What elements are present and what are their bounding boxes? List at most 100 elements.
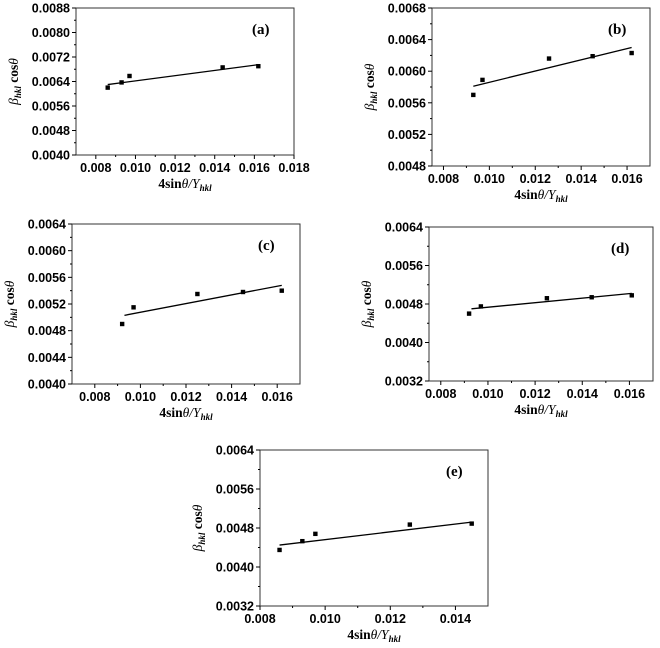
x-tick-label: 0.008 [80, 161, 111, 175]
x-tick-label: 0.010 [472, 387, 503, 401]
y-tick-label: 0.0064 [388, 33, 426, 47]
x-tick-label: 0.014 [566, 172, 597, 186]
data-point [546, 56, 552, 61]
x-tick-label: 0.012 [170, 390, 201, 404]
panel-label: (c) [258, 238, 275, 254]
y-tick-label: 0.0048 [216, 522, 254, 536]
x-tick-label: 0.008 [425, 387, 456, 401]
data-point [131, 305, 136, 310]
y-tick-label: 0.0040 [216, 561, 254, 575]
x-axis-label: 4sinθ/Yhkl [158, 176, 212, 193]
data-point [629, 50, 634, 56]
y-tick-label: 0.0060 [28, 244, 66, 258]
y-tick-label: 0.0056 [385, 259, 423, 273]
x-axis-label: 4sinθ/Yhkl [159, 405, 213, 422]
y-tick-label: 0.0088 [32, 2, 70, 16]
fit-line [124, 284, 282, 316]
y-tick-label: 0.0048 [385, 298, 423, 312]
data-point [277, 547, 282, 553]
data-point [544, 296, 550, 301]
data-point [469, 521, 474, 526]
x-tick-label: 0.014 [440, 612, 471, 626]
y-axis-label: βhkl cosθ [359, 280, 376, 328]
y-tick-label: 0.0068 [388, 2, 426, 16]
data-point [220, 65, 225, 70]
data-point [300, 538, 305, 544]
data-point [471, 92, 476, 98]
y-tick-label: 0.0060 [388, 65, 426, 79]
y-tick-label: 0.0032 [385, 375, 423, 389]
y-axis-label: βhkl cosθ [2, 280, 19, 328]
x-tick-label: 0.008 [79, 390, 110, 404]
y-tick-label: 0.0048 [32, 124, 70, 138]
x-tick-label: 0.016 [262, 390, 293, 404]
data-point [629, 293, 634, 298]
y-axis-label: βhkl cosθ [190, 504, 207, 552]
x-tick-label: 0.010 [474, 172, 505, 186]
y-tick-label: 0.0080 [32, 26, 70, 40]
x-tick-label: 0.016 [239, 161, 270, 175]
y-tick-label: 0.0040 [28, 378, 66, 392]
y-tick-label: 0.0056 [32, 100, 70, 114]
data-point [119, 80, 124, 85]
data-point [127, 73, 132, 79]
fit-line [473, 46, 632, 87]
y-tick-label: 0.0056 [216, 483, 254, 497]
y-tick-label: 0.0056 [28, 271, 66, 285]
x-tick-label: 0.012 [520, 172, 551, 186]
data-point [119, 321, 125, 327]
data-point [240, 289, 246, 295]
x-tick-label: 0.018 [278, 161, 309, 175]
y-tick-label: 0.0040 [32, 149, 70, 163]
y-tick-label: 0.0048 [28, 324, 66, 338]
data-point [195, 291, 200, 297]
data-point [407, 522, 413, 527]
y-tick-label: 0.0052 [28, 298, 66, 312]
x-tick-label: 0.016 [614, 387, 645, 401]
data-point [105, 85, 110, 90]
data-point [590, 53, 595, 59]
data-point [480, 77, 485, 83]
panel-label: (a) [252, 22, 270, 38]
x-tick-label: 0.014 [567, 387, 598, 401]
fit-line [107, 64, 259, 86]
x-tick-label: 0.014 [216, 390, 247, 404]
x-tick-label: 0.012 [375, 612, 406, 626]
y-axis-label: βhkl cosθ [6, 58, 23, 106]
x-tick-label: 0.010 [125, 390, 156, 404]
x-axis-label: 4sinθ/Yhkl [514, 187, 568, 204]
data-point [466, 311, 472, 316]
chart-panel-a: 0.0040 0.0048 0.0056 0.0064 0.0072 0.0080 0.00… [6, 2, 310, 194]
x-tick-label: 0.014 [199, 161, 230, 175]
x-tick-label: 0.012 [519, 387, 550, 401]
panel-label: (d) [611, 241, 629, 257]
y-tick-label: 0.0032 [216, 600, 254, 614]
y-tick-label: 0.0056 [388, 96, 426, 110]
y-axis-label: βhkl cosθ [362, 63, 379, 111]
fit-line [279, 521, 472, 546]
y-tick-label: 0.0064 [216, 444, 254, 458]
x-tick-label: 0.008 [428, 172, 459, 186]
fit-line [471, 292, 632, 310]
panel-label: (e) [446, 464, 463, 480]
panel-label: (b) [608, 22, 626, 38]
y-tick-label: 0.0040 [385, 336, 423, 350]
x-tick-label: 0.010 [120, 161, 151, 175]
x-axis-label: 4sinθ/Yhkl [347, 627, 401, 643]
x-tick-label: 0.008 [244, 612, 275, 626]
data-point [256, 63, 261, 69]
chart-panel-b: 0.0048 0.0052 0.0056 0.0060 0.0064 0.0068 0.00… [362, 2, 651, 204]
y-tick-label: 0.0048 [388, 160, 426, 174]
chart-panel-d: 0.0032 0.0040 0.0048 0.0056 0.0064 0.008 0.010… [359, 221, 654, 419]
data-point [279, 288, 284, 293]
y-tick-label: 0.0044 [28, 351, 66, 365]
chart-panel-c: 0.0040 0.0044 0.0048 0.0052 0.0056 0.0060 0.00… [2, 218, 301, 422]
y-tick-label: 0.0064 [32, 75, 70, 89]
data-point [589, 295, 594, 300]
y-tick-label: 0.0052 [388, 128, 426, 142]
data-point [478, 304, 484, 309]
y-tick-label: 0.0064 [385, 221, 423, 235]
chart-panel-e: 0.0032 0.0040 0.0048 0.0056 0.0064 0.008 0.010… [190, 444, 489, 644]
